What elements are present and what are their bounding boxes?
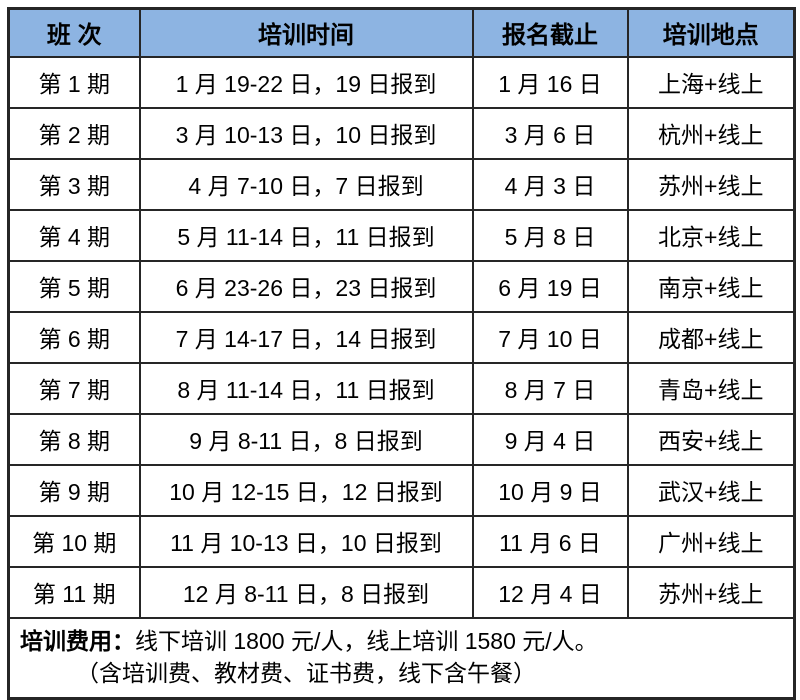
cell-period: 第 8 期 — [7, 412, 141, 466]
cell-period: 第 4 期 — [7, 208, 141, 262]
cell-location: 苏州+线上 — [626, 157, 796, 211]
cell-time: 11 月 10-13 日，10 日报到 — [138, 514, 474, 568]
cell-location: 武汉+线上 — [626, 463, 796, 517]
fee-text: 线下培训 1800 元/人，线上培训 1580 元/人。 — [135, 627, 598, 654]
table-row: 第 3 期 4 月 7-10 日，7 日报到 4 月 3 日 苏州+线上 — [7, 157, 796, 211]
header-location: 培训地点 — [626, 7, 796, 58]
cell-deadline: 12 月 4 日 — [471, 565, 629, 619]
table-row: 第 7 期 8 月 11-14 日，11 日报到 8 月 7 日 青岛+线上 — [7, 361, 796, 415]
header-row: 班 次 培训时间 报名截止 培训地点 — [7, 7, 796, 58]
table-row: 第 4 期 5 月 11-14 日，11 日报到 5 月 8 日 北京+线上 — [7, 208, 796, 262]
cell-period: 第 6 期 — [7, 310, 141, 364]
cell-period: 第 7 期 — [7, 361, 141, 415]
fee-line-2: （含培训费、教材费、证书费，线下含午餐） — [76, 659, 536, 686]
cell-period: 第 3 期 — [7, 157, 141, 211]
table-body: 第 1 期 1 月 19-22 日，19 日报到 1 月 16 日 上海+线上 … — [7, 55, 796, 619]
cell-time: 3 月 10-13 日，10 日报到 — [138, 106, 474, 160]
cell-location: 青岛+线上 — [626, 361, 796, 415]
table-row: 第 5 期 6 月 23-26 日，23 日报到 6 月 19 日 南京+线上 — [7, 259, 796, 313]
header-deadline: 报名截止 — [471, 7, 629, 58]
cell-period: 第 2 期 — [7, 106, 141, 160]
table-row: 第 2 期 3 月 10-13 日，10 日报到 3 月 6 日 杭州+线上 — [7, 106, 796, 160]
table-row: 第 10 期 11 月 10-13 日，10 日报到 11 月 6 日 广州+线… — [7, 514, 796, 568]
fee-cell: 培训费用：线下培训 1800 元/人，线上培训 1580 元/人。 （含培训费、… — [7, 616, 796, 699]
cell-location: 成都+线上 — [626, 310, 796, 364]
cell-location: 南京+线上 — [626, 259, 796, 313]
table-row: 第 6 期 7 月 14-17 日，14 日报到 7 月 10 日 成都+线上 — [7, 310, 796, 364]
cell-deadline: 11 月 6 日 — [471, 514, 629, 568]
cell-period: 第 11 期 — [7, 565, 141, 619]
cell-deadline: 5 月 8 日 — [471, 208, 629, 262]
cell-time: 6 月 23-26 日，23 日报到 — [138, 259, 474, 313]
cell-location: 上海+线上 — [626, 55, 796, 109]
cell-time: 10 月 12-15 日，12 日报到 — [138, 463, 474, 517]
header-period: 班 次 — [7, 7, 141, 58]
cell-deadline: 4 月 3 日 — [471, 157, 629, 211]
cell-deadline: 8 月 7 日 — [471, 361, 629, 415]
cell-time: 8 月 11-14 日，11 日报到 — [138, 361, 474, 415]
cell-time: 12 月 8-11 日，8 日报到 — [138, 565, 474, 619]
training-schedule-table: 班 次 培训时间 报名截止 培训地点 第 1 期 1 月 19-22 日，19 … — [7, 7, 796, 700]
cell-location: 苏州+线上 — [626, 565, 796, 619]
cell-deadline: 10 月 9 日 — [471, 463, 629, 517]
table-row: 第 8 期 9 月 8-11 日，8 日报到 9 月 4 日 西安+线上 — [7, 412, 796, 466]
cell-period: 第 10 期 — [7, 514, 141, 568]
cell-time: 1 月 19-22 日，19 日报到 — [138, 55, 474, 109]
table-row: 第 9 期 10 月 12-15 日，12 日报到 10 月 9 日 武汉+线上 — [7, 463, 796, 517]
cell-location: 北京+线上 — [626, 208, 796, 262]
table-header: 班 次 培训时间 报名截止 培训地点 — [7, 7, 796, 58]
cell-location: 杭州+线上 — [626, 106, 796, 160]
cell-time: 4 月 7-10 日，7 日报到 — [138, 157, 474, 211]
cell-location: 广州+线上 — [626, 514, 796, 568]
cell-time: 9 月 8-11 日，8 日报到 — [138, 412, 474, 466]
header-time: 培训时间 — [138, 7, 474, 58]
cell-deadline: 6 月 19 日 — [471, 259, 629, 313]
cell-deadline: 3 月 6 日 — [471, 106, 629, 160]
cell-location: 西安+线上 — [626, 412, 796, 466]
cell-time: 7 月 14-17 日，14 日报到 — [138, 310, 474, 364]
cell-deadline: 1 月 16 日 — [471, 55, 629, 109]
table-row: 第 1 期 1 月 19-22 日，19 日报到 1 月 16 日 上海+线上 — [7, 55, 796, 109]
fee-row: 培训费用：线下培训 1800 元/人，线上培训 1580 元/人。 （含培训费、… — [7, 616, 796, 699]
cell-period: 第 9 期 — [7, 463, 141, 517]
cell-deadline: 7 月 10 日 — [471, 310, 629, 364]
table-row: 第 11 期 12 月 8-11 日，8 日报到 12 月 4 日 苏州+线上 — [7, 565, 796, 619]
cell-time: 5 月 11-14 日，11 日报到 — [138, 208, 474, 262]
cell-deadline: 9 月 4 日 — [471, 412, 629, 466]
fee-line-1: 培训费用：线下培训 1800 元/人，线上培训 1580 元/人。 — [20, 625, 783, 657]
fee-label: 培训费用： — [20, 627, 135, 654]
cell-period: 第 1 期 — [7, 55, 141, 109]
table-footer: 培训费用：线下培训 1800 元/人，线上培训 1580 元/人。 （含培训费、… — [7, 616, 796, 699]
cell-period: 第 5 期 — [7, 259, 141, 313]
